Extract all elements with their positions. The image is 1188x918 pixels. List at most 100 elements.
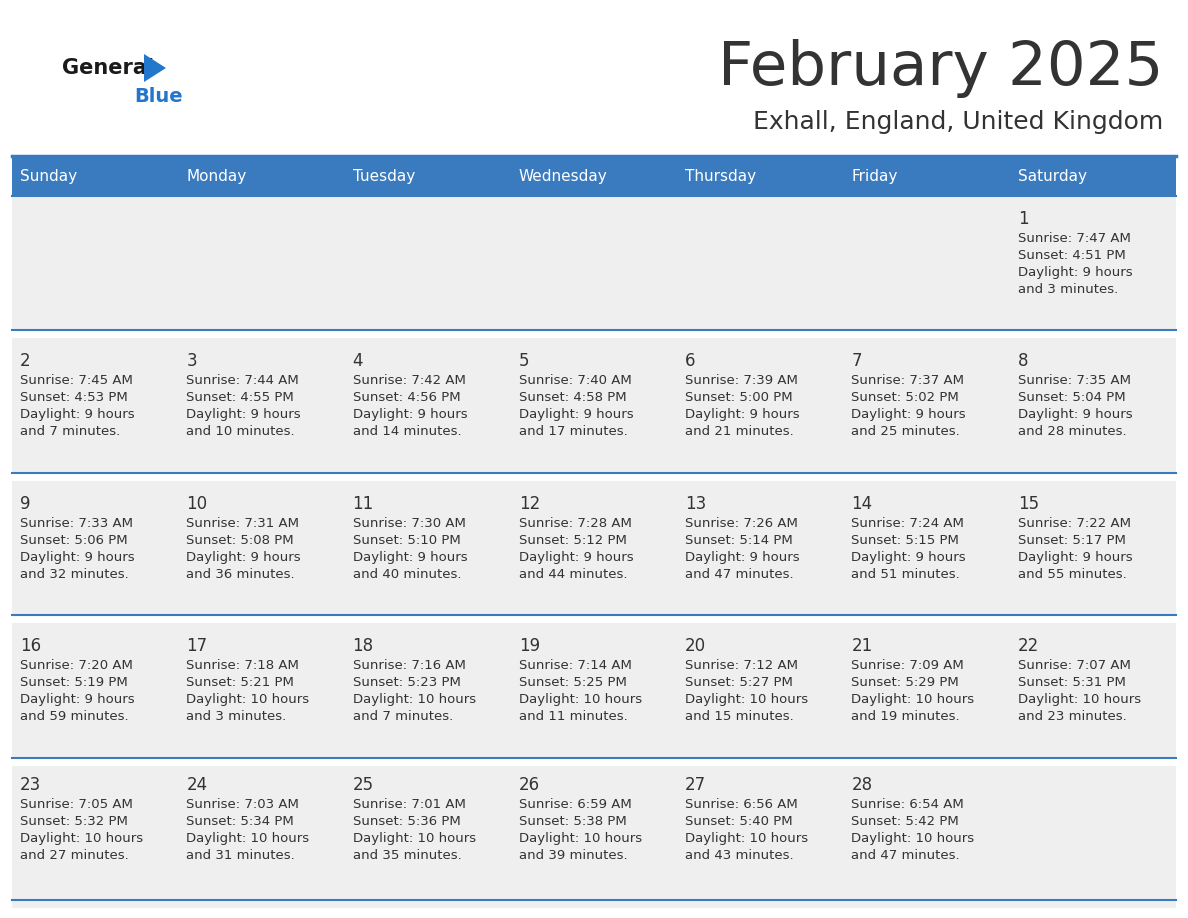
- Text: 6: 6: [685, 353, 696, 370]
- Text: Daylight: 9 hours: Daylight: 9 hours: [1018, 409, 1132, 421]
- Text: Sunset: 5:12 PM: Sunset: 5:12 PM: [519, 533, 627, 547]
- Text: Sunset: 5:21 PM: Sunset: 5:21 PM: [187, 677, 295, 689]
- Text: 25: 25: [353, 776, 374, 793]
- Text: Sunrise: 7:42 AM: Sunrise: 7:42 AM: [353, 375, 466, 387]
- Text: and 21 minutes.: and 21 minutes.: [685, 425, 794, 439]
- Bar: [12, 757, 1176, 766]
- Text: Sunset: 5:04 PM: Sunset: 5:04 PM: [1018, 391, 1125, 405]
- Text: Daylight: 9 hours: Daylight: 9 hours: [20, 409, 134, 421]
- Text: 13: 13: [685, 495, 707, 513]
- Text: and 36 minutes.: and 36 minutes.: [187, 568, 295, 581]
- Text: Daylight: 9 hours: Daylight: 9 hours: [187, 551, 301, 564]
- Text: Daylight: 9 hours: Daylight: 9 hours: [353, 551, 467, 564]
- Text: Sunrise: 7:16 AM: Sunrise: 7:16 AM: [353, 659, 466, 672]
- Text: and 10 minutes.: and 10 minutes.: [187, 425, 295, 439]
- Text: Sunset: 4:58 PM: Sunset: 4:58 PM: [519, 391, 626, 405]
- Text: Daylight: 10 hours: Daylight: 10 hours: [852, 832, 974, 845]
- Text: 20: 20: [685, 637, 707, 655]
- Text: 26: 26: [519, 776, 541, 793]
- Text: 15: 15: [1018, 495, 1038, 513]
- Text: 21: 21: [852, 637, 873, 655]
- Text: Daylight: 10 hours: Daylight: 10 hours: [519, 832, 642, 845]
- Text: Sunset: 5:14 PM: Sunset: 5:14 PM: [685, 533, 792, 547]
- Text: and 35 minutes.: and 35 minutes.: [353, 848, 461, 862]
- Text: Daylight: 10 hours: Daylight: 10 hours: [685, 693, 808, 706]
- Text: Sunset: 5:34 PM: Sunset: 5:34 PM: [187, 814, 295, 828]
- Text: 18: 18: [353, 637, 374, 655]
- Text: Thursday: Thursday: [685, 170, 757, 185]
- Text: Sunrise: 7:28 AM: Sunrise: 7:28 AM: [519, 517, 632, 530]
- Text: Daylight: 9 hours: Daylight: 9 hours: [852, 551, 966, 564]
- Text: Daylight: 9 hours: Daylight: 9 hours: [685, 409, 800, 421]
- Text: Exhall, England, United Kingdom: Exhall, England, United Kingdom: [753, 110, 1163, 134]
- Text: Saturday: Saturday: [1018, 170, 1087, 185]
- Polygon shape: [144, 54, 166, 82]
- Text: 28: 28: [852, 776, 872, 793]
- Text: February 2025: February 2025: [718, 39, 1163, 97]
- Text: Daylight: 10 hours: Daylight: 10 hours: [187, 832, 309, 845]
- Text: Sunset: 5:19 PM: Sunset: 5:19 PM: [20, 677, 128, 689]
- Text: and 3 minutes.: and 3 minutes.: [187, 711, 286, 723]
- Text: Sunrise: 6:59 AM: Sunrise: 6:59 AM: [519, 798, 632, 811]
- Text: Sunrise: 7:01 AM: Sunrise: 7:01 AM: [353, 798, 466, 811]
- Text: Sunrise: 7:44 AM: Sunrise: 7:44 AM: [187, 375, 299, 387]
- Text: 3: 3: [187, 353, 197, 370]
- Text: Sunset: 5:40 PM: Sunset: 5:40 PM: [685, 814, 792, 828]
- Text: Sunset: 5:42 PM: Sunset: 5:42 PM: [852, 814, 959, 828]
- Text: Sunrise: 7:26 AM: Sunrise: 7:26 AM: [685, 517, 798, 530]
- Text: Sunset: 4:55 PM: Sunset: 4:55 PM: [187, 391, 295, 405]
- Text: and 15 minutes.: and 15 minutes.: [685, 711, 794, 723]
- Text: 24: 24: [187, 776, 208, 793]
- Text: Daylight: 9 hours: Daylight: 9 hours: [519, 409, 633, 421]
- Bar: [12, 339, 1176, 473]
- Text: Friday: Friday: [852, 170, 898, 185]
- Text: Sunset: 5:17 PM: Sunset: 5:17 PM: [1018, 533, 1125, 547]
- Bar: [12, 473, 1176, 481]
- Text: Sunset: 5:27 PM: Sunset: 5:27 PM: [685, 677, 794, 689]
- Text: 5: 5: [519, 353, 530, 370]
- Text: Sunset: 5:00 PM: Sunset: 5:00 PM: [685, 391, 792, 405]
- Text: Sunset: 5:29 PM: Sunset: 5:29 PM: [852, 677, 959, 689]
- Text: Daylight: 9 hours: Daylight: 9 hours: [685, 551, 800, 564]
- Text: Daylight: 10 hours: Daylight: 10 hours: [187, 693, 309, 706]
- Text: Daylight: 9 hours: Daylight: 9 hours: [519, 551, 633, 564]
- Text: Sunrise: 7:09 AM: Sunrise: 7:09 AM: [852, 659, 965, 672]
- Bar: [12, 615, 1176, 623]
- Text: Daylight: 10 hours: Daylight: 10 hours: [1018, 693, 1140, 706]
- Text: Sunrise: 7:18 AM: Sunrise: 7:18 AM: [187, 659, 299, 672]
- Text: Sunrise: 7:05 AM: Sunrise: 7:05 AM: [20, 798, 133, 811]
- Text: 12: 12: [519, 495, 541, 513]
- Text: 7: 7: [852, 353, 862, 370]
- Text: Sunrise: 7:33 AM: Sunrise: 7:33 AM: [20, 517, 133, 530]
- Text: Daylight: 10 hours: Daylight: 10 hours: [353, 832, 475, 845]
- Text: and 51 minutes.: and 51 minutes.: [852, 568, 960, 581]
- Text: Sunrise: 7:03 AM: Sunrise: 7:03 AM: [187, 798, 299, 811]
- Text: and 44 minutes.: and 44 minutes.: [519, 568, 627, 581]
- Bar: [12, 766, 1176, 908]
- Text: 22: 22: [1018, 637, 1040, 655]
- Text: 10: 10: [187, 495, 208, 513]
- Text: Sunrise: 6:54 AM: Sunrise: 6:54 AM: [852, 798, 965, 811]
- Text: and 3 minutes.: and 3 minutes.: [1018, 283, 1118, 296]
- Text: Sunrise: 7:37 AM: Sunrise: 7:37 AM: [852, 375, 965, 387]
- Text: and 11 minutes.: and 11 minutes.: [519, 711, 627, 723]
- Text: Daylight: 9 hours: Daylight: 9 hours: [852, 409, 966, 421]
- Text: Sunset: 5:08 PM: Sunset: 5:08 PM: [187, 533, 293, 547]
- Text: Sunday: Sunday: [20, 170, 77, 185]
- Text: and 23 minutes.: and 23 minutes.: [1018, 711, 1126, 723]
- Text: Sunset: 4:56 PM: Sunset: 4:56 PM: [353, 391, 460, 405]
- Text: 16: 16: [20, 637, 42, 655]
- Text: Daylight: 9 hours: Daylight: 9 hours: [187, 409, 301, 421]
- Text: Sunrise: 7:20 AM: Sunrise: 7:20 AM: [20, 659, 133, 672]
- Text: Daylight: 10 hours: Daylight: 10 hours: [20, 832, 143, 845]
- Text: and 55 minutes.: and 55 minutes.: [1018, 568, 1126, 581]
- Text: and 59 minutes.: and 59 minutes.: [20, 711, 128, 723]
- Text: Daylight: 9 hours: Daylight: 9 hours: [20, 693, 134, 706]
- Text: and 25 minutes.: and 25 minutes.: [852, 425, 960, 439]
- Text: 11: 11: [353, 495, 374, 513]
- Text: and 14 minutes.: and 14 minutes.: [353, 425, 461, 439]
- Text: Sunset: 5:23 PM: Sunset: 5:23 PM: [353, 677, 461, 689]
- Text: Sunset: 5:32 PM: Sunset: 5:32 PM: [20, 814, 128, 828]
- Text: and 28 minutes.: and 28 minutes.: [1018, 425, 1126, 439]
- Text: Sunrise: 6:56 AM: Sunrise: 6:56 AM: [685, 798, 798, 811]
